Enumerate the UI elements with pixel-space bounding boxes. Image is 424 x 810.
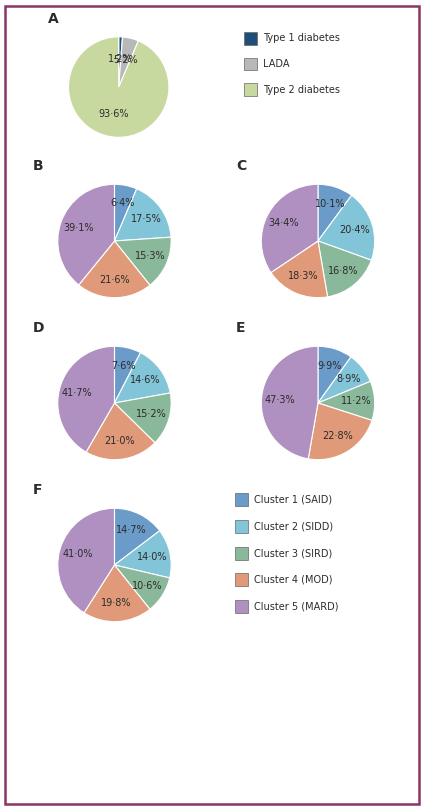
- Text: 14·6%: 14·6%: [130, 375, 161, 385]
- Text: 5·2%: 5·2%: [113, 55, 137, 66]
- Wedge shape: [318, 241, 371, 296]
- Text: 11·2%: 11·2%: [341, 396, 372, 407]
- Wedge shape: [318, 195, 375, 260]
- Wedge shape: [79, 241, 150, 297]
- Text: 21·6%: 21·6%: [99, 275, 130, 284]
- Text: 47·3%: 47·3%: [264, 394, 295, 405]
- Text: Cluster 2 (SIDD): Cluster 2 (SIDD): [254, 522, 334, 531]
- Wedge shape: [318, 357, 371, 403]
- Text: D: D: [32, 321, 44, 335]
- Text: Cluster 4 (MOD): Cluster 4 (MOD): [254, 575, 333, 585]
- Text: 10·1%: 10·1%: [315, 199, 345, 209]
- Wedge shape: [318, 347, 351, 403]
- Text: 8·9%: 8·9%: [336, 374, 360, 384]
- Text: 17·5%: 17·5%: [131, 214, 161, 224]
- Wedge shape: [308, 403, 372, 459]
- Wedge shape: [271, 241, 328, 297]
- Text: 41·0%: 41·0%: [62, 549, 93, 559]
- Wedge shape: [119, 37, 123, 87]
- Wedge shape: [114, 185, 137, 241]
- Text: 39·1%: 39·1%: [63, 223, 93, 233]
- Wedge shape: [261, 347, 318, 458]
- Text: E: E: [236, 321, 245, 335]
- Wedge shape: [114, 189, 171, 241]
- Wedge shape: [114, 565, 170, 609]
- Text: 6·4%: 6·4%: [110, 198, 134, 208]
- Wedge shape: [114, 347, 140, 403]
- Text: B: B: [32, 159, 43, 173]
- Text: 16·8%: 16·8%: [327, 266, 358, 275]
- Text: 9·9%: 9·9%: [318, 361, 342, 371]
- Text: Cluster 1 (SAID): Cluster 1 (SAID): [254, 495, 332, 505]
- Wedge shape: [261, 185, 318, 272]
- Text: 21·0%: 21·0%: [104, 436, 135, 446]
- Text: 7·6%: 7·6%: [112, 360, 136, 370]
- Text: 14·7%: 14·7%: [116, 526, 147, 535]
- Text: 34·4%: 34·4%: [269, 218, 299, 228]
- Text: C: C: [236, 159, 246, 173]
- Wedge shape: [114, 237, 171, 285]
- Text: 10·6%: 10·6%: [132, 581, 162, 590]
- Text: Type 1 diabetes: Type 1 diabetes: [263, 33, 340, 43]
- Text: 19·8%: 19·8%: [101, 599, 132, 608]
- Text: Cluster 5 (MARD): Cluster 5 (MARD): [254, 602, 339, 612]
- Text: F: F: [32, 483, 42, 497]
- Wedge shape: [318, 382, 375, 420]
- Wedge shape: [58, 347, 114, 452]
- Text: 15·2%: 15·2%: [136, 409, 167, 420]
- Text: 41·7%: 41·7%: [62, 388, 92, 398]
- Text: 93·6%: 93·6%: [98, 109, 128, 119]
- Text: 18·3%: 18·3%: [287, 271, 318, 281]
- Wedge shape: [114, 509, 160, 565]
- Text: 20·4%: 20·4%: [340, 224, 370, 235]
- Text: 22·8%: 22·8%: [323, 431, 353, 441]
- Wedge shape: [114, 352, 170, 403]
- Wedge shape: [58, 185, 114, 285]
- Wedge shape: [58, 509, 114, 613]
- Wedge shape: [114, 393, 171, 443]
- Text: LADA: LADA: [263, 59, 289, 69]
- Wedge shape: [69, 37, 169, 137]
- Text: Type 2 diabetes: Type 2 diabetes: [263, 85, 340, 95]
- Wedge shape: [114, 531, 171, 578]
- Wedge shape: [318, 185, 351, 241]
- Text: 14·0%: 14·0%: [137, 552, 167, 562]
- Wedge shape: [84, 565, 150, 621]
- Text: 15·3%: 15·3%: [134, 251, 165, 262]
- Text: A: A: [48, 12, 59, 26]
- Text: Cluster 3 (SIRD): Cluster 3 (SIRD): [254, 548, 333, 558]
- Wedge shape: [86, 403, 155, 459]
- Text: 1·2%: 1·2%: [108, 54, 132, 65]
- Wedge shape: [119, 37, 138, 87]
